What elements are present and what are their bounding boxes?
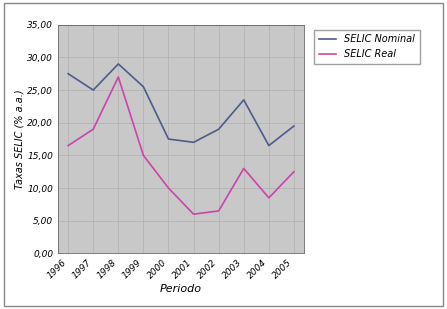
Line: SELIC Nominal: SELIC Nominal — [68, 64, 294, 146]
SELIC Real — [216, 209, 221, 213]
SELIC Nominal — [266, 144, 271, 147]
SELIC Nominal — [216, 127, 221, 131]
Line: SELIC Real: SELIC Real — [68, 77, 294, 214]
X-axis label: Periodo: Periodo — [160, 284, 202, 294]
Y-axis label: Taxas SELIC (% a.a.): Taxas SELIC (% a.a.) — [15, 89, 25, 189]
Legend: SELIC Nominal, SELIC Real: SELIC Nominal, SELIC Real — [314, 30, 420, 64]
SELIC Nominal — [116, 62, 121, 66]
SELIC Real — [191, 212, 196, 216]
SELIC Real — [291, 170, 297, 174]
SELIC Real — [166, 186, 171, 190]
SELIC Nominal — [65, 72, 71, 76]
SELIC Real — [241, 167, 246, 170]
SELIC Real — [266, 196, 271, 200]
SELIC Real — [141, 154, 146, 157]
SELIC Nominal — [291, 124, 297, 128]
SELIC Real — [91, 127, 96, 131]
SELIC Nominal — [91, 88, 96, 92]
SELIC Nominal — [241, 98, 246, 102]
SELIC Real — [116, 75, 121, 79]
SELIC Nominal — [166, 137, 171, 141]
SELIC Nominal — [141, 85, 146, 89]
SELIC Real — [65, 144, 71, 147]
SELIC Nominal — [191, 141, 196, 144]
